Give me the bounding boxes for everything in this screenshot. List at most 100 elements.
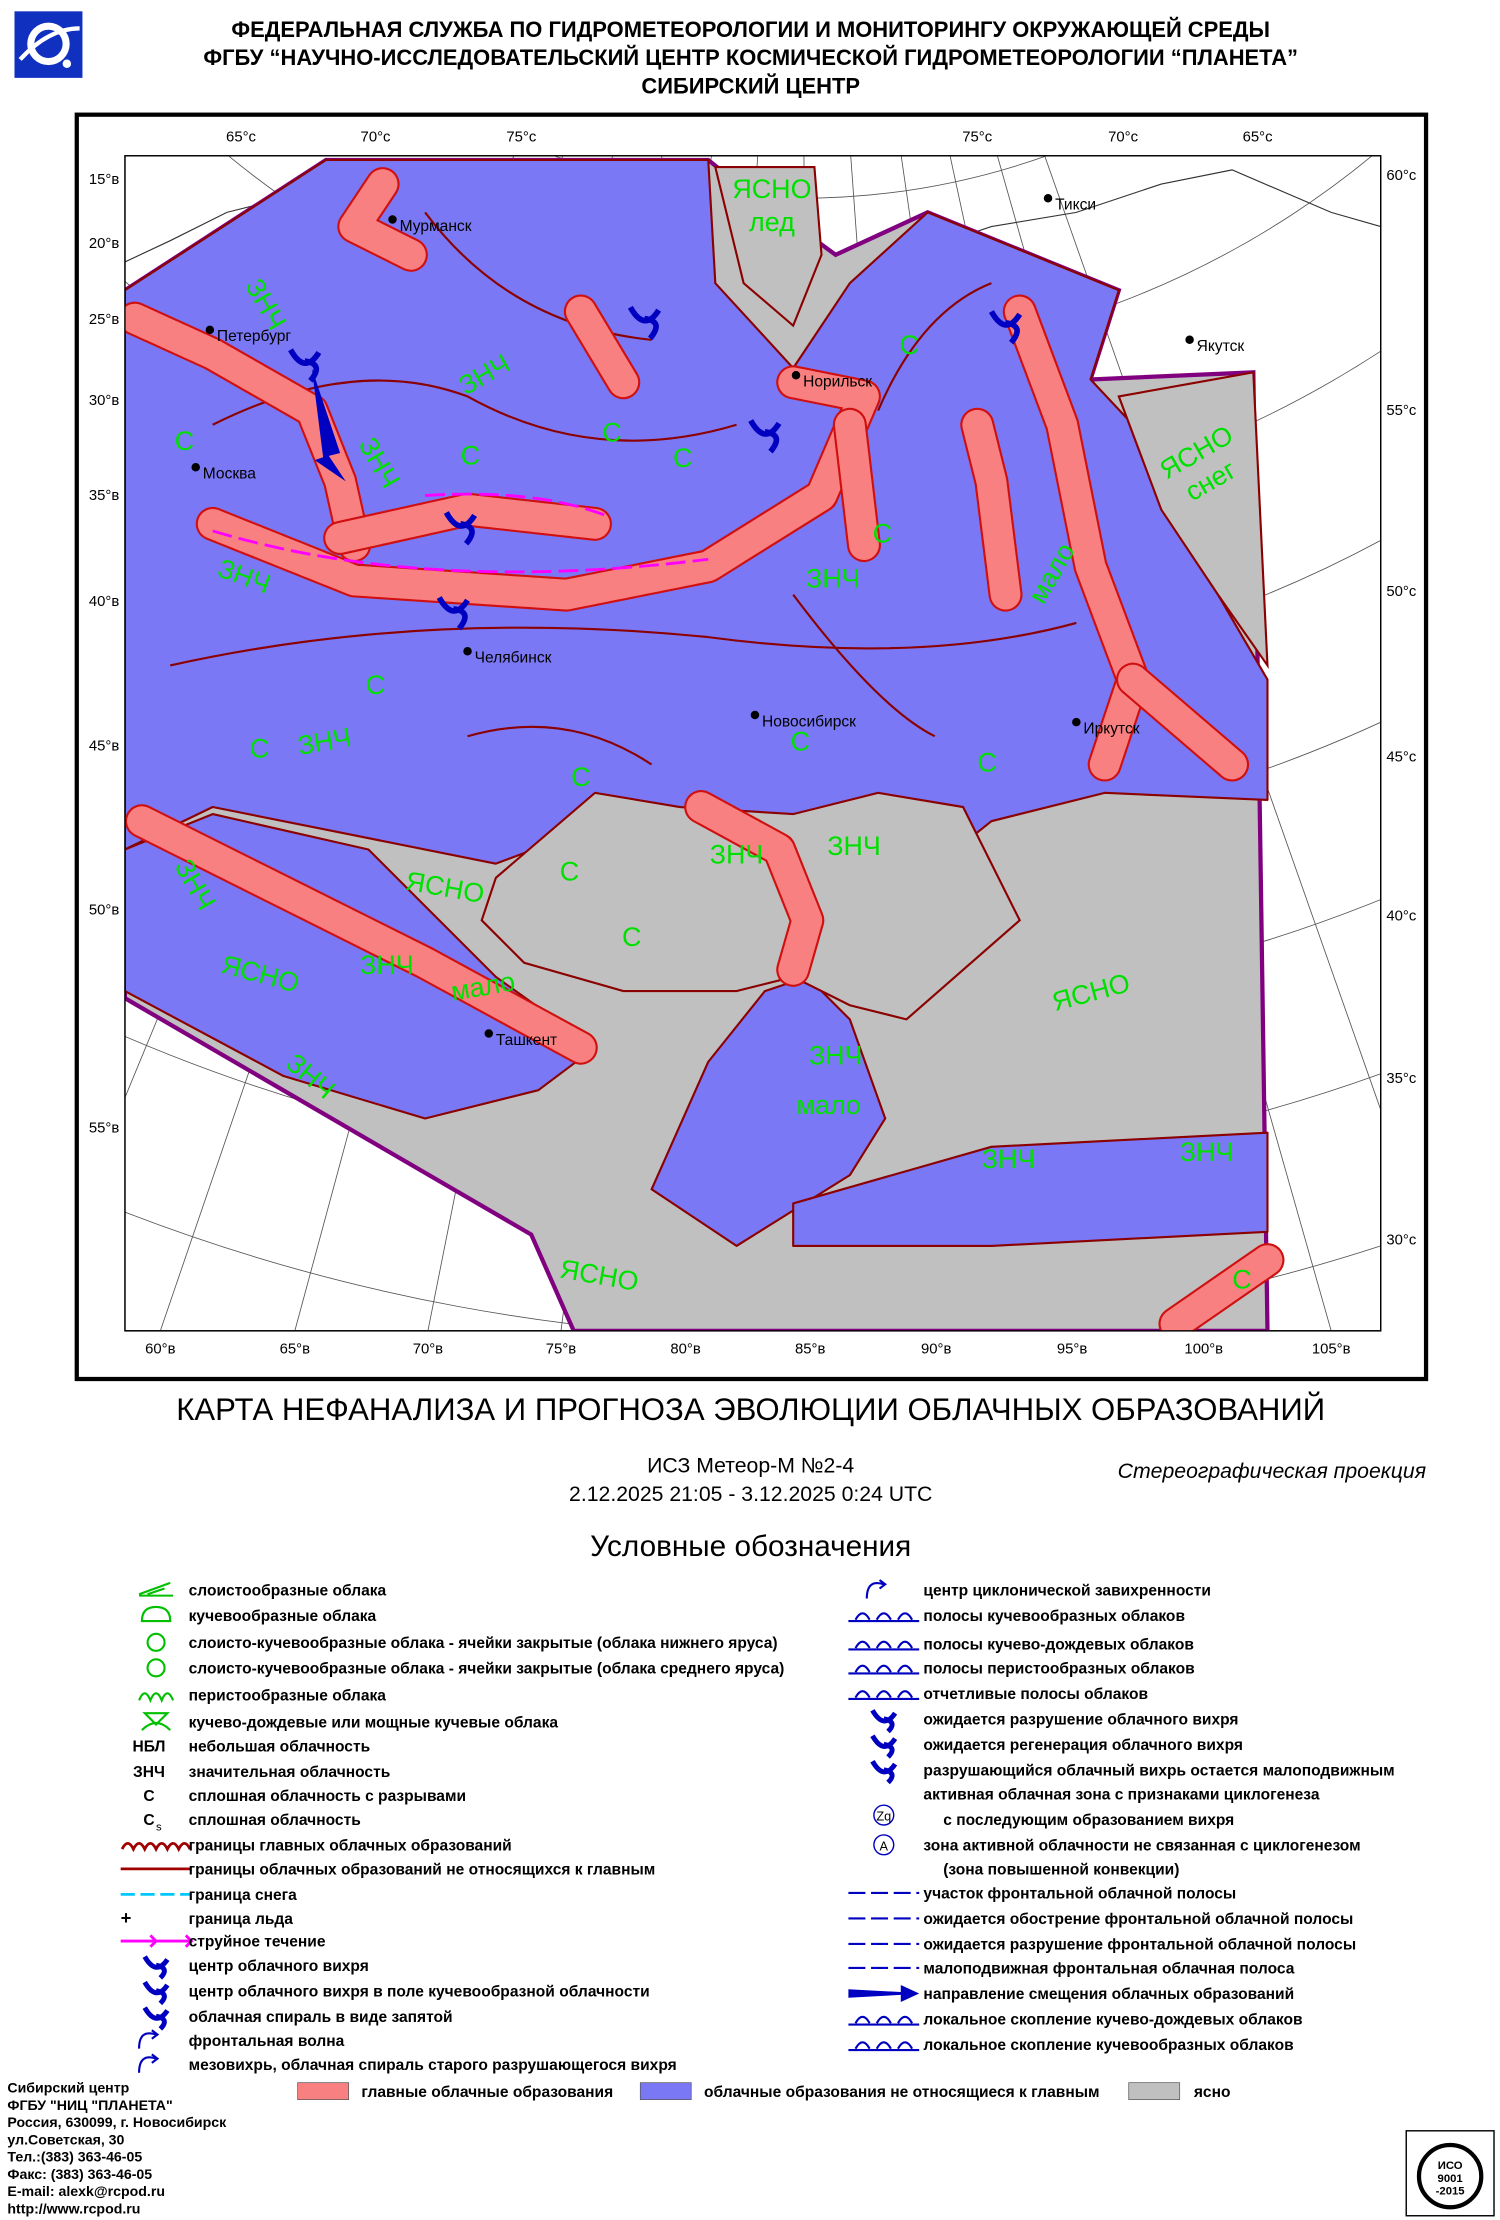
vortex-center [443,511,478,546]
map-area [124,155,1381,1331]
fill-legend-text: облачные образования не относящиеся к гл… [704,2084,1100,2101]
area-label: С [571,762,590,792]
icon [138,1581,174,1597]
main-band [686,792,823,985]
icon [138,1692,175,1704]
city-dot [1185,335,1194,345]
jet-stream [212,529,709,574]
lon-label: 85°в [795,1342,825,1358]
legend-text: разрушающийся облачный вихрь остается ма… [923,1762,1394,1779]
legend-text: сплошная облачность [189,1812,361,1829]
motion-arrow [311,368,346,482]
footer-line: Россия, 630099, г. Новосибирск [7,2114,227,2130]
city-dot [484,1029,494,1038]
icon [870,1759,898,1785]
area-label: С [622,922,641,952]
vortex-center [748,419,782,454]
legend-symbol: ЗНЧ [133,1764,165,1781]
legend-symbol: НБЛ [133,1738,166,1755]
footer-line: http://www.rcpod.ru [7,2200,140,2216]
header-line: СИБИРСКИЙ ЦЕНТР [641,73,860,98]
icon [848,1664,920,1675]
main-band [127,806,596,1063]
city-label: Новосибирск [762,713,856,730]
header-line: ФЕДЕРАЛЬНАЯ СЛУЖБА ПО ГИДРОМЕТЕОРОЛОГИИ … [231,17,1270,42]
lon-label: 35°в [89,488,119,504]
map-title: КАРТА НЕФАНАЛИЗА И ПРОГНОЗА ЭВОЛЮЦИИ ОБЛ… [176,1391,1325,1427]
period: 2.12.2025 21:05 - 3.12.2025 0:24 UTC [569,1483,932,1506]
fill-swatch [297,2082,349,2101]
area-label: С [602,418,621,448]
city-label: Тикси [1055,197,1096,214]
lon-label: 15°в [89,172,119,188]
icon [848,1612,920,1623]
icon [848,1690,920,1701]
icon [870,1734,898,1759]
icon [848,2015,920,2026]
legend-text: ожидается разрушение облачного вихря [923,1711,1238,1728]
fill-legend-text: главные облачные образования [361,2084,613,2101]
city-dot [791,370,801,380]
satellite: ИСЗ Метеор-М №2-4 [647,1454,854,1477]
city-label: Москва [203,466,256,483]
badge-text: 9001 [1438,2173,1463,2185]
lat-label: 55°с [1386,403,1416,419]
lon-label: 25°в [89,312,119,328]
icon: + [121,1907,132,1928]
city-label: Мурманск [400,218,472,235]
legend-text: граница льда [189,1911,294,1928]
legend-text: ожидается регенерация облачного вихря [923,1737,1243,1754]
cloud-boundary [792,594,936,738]
lon-label: 45°в [89,738,119,754]
lon-label: 65°в [280,1342,310,1358]
main-band [197,367,879,610]
footer-line: ФГБУ "НИЦ "ПЛАНЕТА" [7,2097,172,2113]
legend-symbol: Zq [876,1809,891,1824]
legend-text: локальное скопление кучево-дождевых обла… [923,2012,1302,2029]
area-label: С [560,857,579,887]
lat-label: 65°с [226,130,256,146]
legend-text: фронтальная волна [189,2033,345,2050]
lon-label: 20°в [89,236,119,252]
icon [120,1934,194,1948]
icon [848,1640,920,1651]
lon-label: 75°в [546,1342,576,1358]
area-label: ЗНЧ [360,950,414,980]
lat-label: 60°с [1386,168,1416,184]
jet-stream [424,492,610,519]
icon [142,2006,170,2031]
legend-text: граница снега [189,1887,298,1904]
legend-text: центр облачного вихря в поле кучевообраз… [189,1983,650,2000]
icon [142,1980,170,2006]
area-label: ЗНЧ [809,1041,863,1071]
main-band [565,296,639,398]
city-dot [191,462,200,472]
area-label: С [461,440,480,470]
legend-subscript: s [156,1822,162,1834]
lat-label: 75°с [506,130,536,146]
header-line: ФГБУ “НАУЧНО-ИССЛЕДОВАТЕЛЬСКИЙ ЦЕНТР КОС… [203,45,1298,70]
main-band [1004,296,1148,780]
lat-label: 65°с [1243,130,1273,146]
clear-zone [1117,371,1269,670]
legend-symbol: С [143,1788,154,1805]
legend-text: центр циклонической завихренности [923,1583,1211,1600]
legend-text: полосы кучевообразных облаков [923,1608,1185,1625]
projection: Стереографическая проекция [1118,1460,1426,1483]
legend-text: струйное течение [189,1934,326,1951]
lon-label: 60°в [145,1342,175,1358]
legend-text: (зона повышенной конвекции) [943,1862,1179,1879]
legend-text: мезовихрь, облачная спираль старого разр… [189,2057,677,2074]
icon [138,2053,160,2073]
vortex-center [436,596,470,631]
city-dot [463,647,472,656]
area-label: С [366,670,385,700]
lon-label: 95°в [1057,1342,1087,1358]
legend-text: кучевообразные облака [189,1608,377,1625]
area-label: С [250,733,269,763]
city-dot [388,215,397,224]
city-label: Якутск [1197,338,1245,355]
icon [120,1842,192,1853]
